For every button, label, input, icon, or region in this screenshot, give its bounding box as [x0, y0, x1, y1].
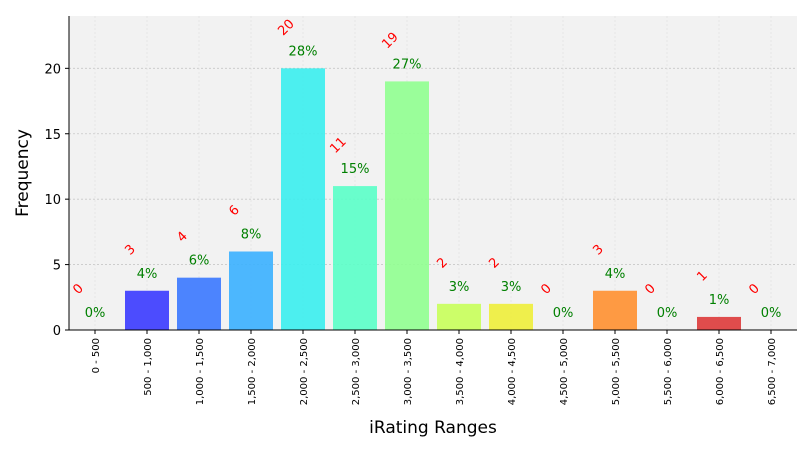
bar	[697, 316, 741, 330]
percent-label: 6%	[189, 254, 210, 269]
bar	[489, 303, 533, 330]
x-tick-label: 2,500 - 3,000	[351, 338, 362, 405]
x-tick-label: 5,000 - 5,500	[611, 338, 622, 405]
x-tick-label: 6,000 - 6,500	[715, 338, 726, 405]
y-tick-label: 0	[53, 324, 61, 339]
bar	[229, 251, 273, 330]
percent-label: 28%	[289, 44, 318, 59]
y-tick-label: 20	[44, 62, 61, 77]
bar	[125, 290, 169, 330]
y-tick-label: 15	[44, 128, 61, 143]
x-tick-label: 4,500 - 5,000	[559, 338, 570, 405]
percent-label: 8%	[241, 228, 262, 243]
percent-label: 27%	[393, 57, 422, 72]
bar	[333, 186, 377, 330]
bar	[593, 290, 637, 330]
x-tick-label: 0 - 500	[91, 338, 102, 373]
x-tick-label: 500 - 1,000	[143, 338, 154, 396]
y-axis-title: Frequency	[13, 129, 33, 217]
percent-label: 4%	[137, 267, 158, 282]
percent-label: 1%	[709, 293, 730, 308]
y-tick-label: 10	[44, 193, 61, 208]
percent-label: 4%	[605, 267, 626, 282]
percent-label: 0%	[553, 306, 574, 321]
percent-label: 0%	[761, 306, 782, 321]
bar	[177, 277, 221, 330]
x-tick-label: 6,500 - 7,000	[767, 338, 778, 405]
bar	[437, 303, 481, 330]
x-axis-title: iRating Ranges	[369, 418, 497, 438]
bar	[385, 81, 429, 331]
percent-label: 0%	[657, 306, 678, 321]
x-ticks: 0 - 500 500 - 1,000 1,000 - 1,500 1,500 - 2…	[91, 330, 778, 405]
percent-labels: 0% 4% 6% 8% 28% 15% 27% 3% 3% 0% 4% 0% 1% 0%	[85, 44, 782, 321]
percent-label: 0%	[85, 306, 106, 321]
bars	[125, 68, 741, 331]
percent-label: 3%	[449, 280, 470, 295]
percent-label: 15%	[341, 162, 370, 177]
y-ticks: 0 5 10 15 20	[44, 62, 69, 339]
percent-label: 3%	[501, 280, 522, 295]
x-tick-label: 5,500 - 6,000	[663, 338, 674, 405]
y-tick-label: 5	[53, 259, 61, 274]
x-tick-label: 2,000 - 2,500	[299, 338, 310, 405]
x-tick-label: 4,000 - 4,500	[507, 338, 518, 405]
x-tick-label: 1,500 - 2,000	[247, 338, 258, 405]
x-tick-label: 1,000 - 1,500	[195, 338, 206, 405]
bar	[281, 68, 325, 330]
x-tick-label: 3,000 - 3,500	[403, 338, 414, 405]
x-tick-label: 3,500 - 4,000	[455, 338, 466, 405]
